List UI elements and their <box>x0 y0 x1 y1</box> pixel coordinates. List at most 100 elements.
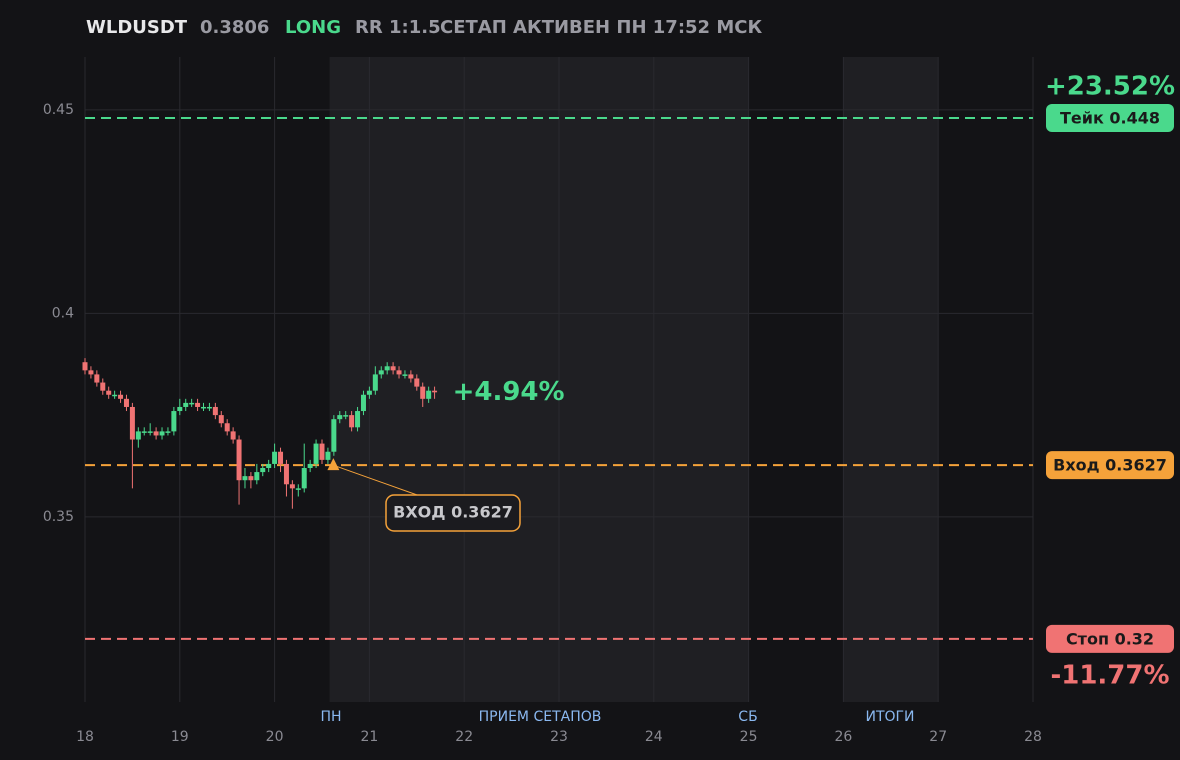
candle-body <box>230 431 236 440</box>
candle-body <box>118 394 124 399</box>
x-tick-label: 26 <box>834 729 852 745</box>
session-label: СБ <box>738 709 757 725</box>
candle-body <box>301 468 307 489</box>
entry-callout <box>385 494 521 532</box>
candle-body <box>242 476 248 481</box>
candle-body <box>295 488 301 490</box>
x-tick-label: 19 <box>171 729 189 745</box>
candle-body <box>432 390 438 393</box>
candle-body <box>420 386 426 399</box>
current-change: +4.94% <box>453 377 565 407</box>
x-tick-label: 27 <box>929 729 947 745</box>
candle-body <box>384 366 390 371</box>
level-label: Стоп 0.32 <box>1066 629 1154 648</box>
candle-body <box>218 415 224 424</box>
x-tick-label: 23 <box>550 729 568 745</box>
candle-body <box>236 439 242 481</box>
candle-body <box>313 443 319 464</box>
x-tick-label: 28 <box>1024 729 1042 745</box>
candle-body <box>94 374 100 383</box>
status: СЕТАП АКТИВЕН ПН 17:52 МСК <box>440 17 762 38</box>
candle-body <box>201 406 206 409</box>
entry-label: ВХОД 0.3627 <box>393 503 513 522</box>
candle-body <box>123 398 129 407</box>
y-tick-label: 0.4 <box>52 305 74 321</box>
candle-body <box>224 423 230 432</box>
level-badge <box>1046 451 1174 480</box>
candle-body <box>129 406 135 440</box>
candle-body <box>153 431 159 436</box>
level-badge <box>1046 104 1174 133</box>
session-label: ПРИЕМ СЕТАПОВ <box>479 709 602 725</box>
shaded-region <box>329 57 749 702</box>
side: LONG <box>285 17 341 38</box>
candle-body <box>408 374 414 379</box>
candle-body <box>195 402 201 407</box>
candle-body <box>278 451 284 464</box>
risk-reward: RR 1:1.5 <box>355 17 441 38</box>
x-tick-label: 18 <box>76 729 94 745</box>
candle-body <box>171 411 177 432</box>
candle-body <box>254 472 260 481</box>
session-label: ПН <box>320 709 341 725</box>
candle-body <box>343 415 349 417</box>
candle-body <box>325 451 331 460</box>
candle-body <box>390 366 396 371</box>
candle-body <box>319 443 325 460</box>
level-badge <box>1046 624 1174 653</box>
candle-body <box>372 374 378 391</box>
candle-body <box>426 390 432 399</box>
session-label: ИТОГИ <box>865 709 914 725</box>
y-tick-label: 0.35 <box>43 509 74 525</box>
candle-body <box>337 415 343 420</box>
x-tick-label: 24 <box>645 729 663 745</box>
candle-body <box>289 484 295 489</box>
x-tick-label: 22 <box>455 729 473 745</box>
candle-body <box>414 378 420 387</box>
candle-body <box>82 362 88 371</box>
x-tick-label: 25 <box>740 729 758 745</box>
candle-body <box>177 406 183 412</box>
shaded-region <box>843 57 939 702</box>
price: 0.3806 <box>200 17 269 38</box>
level-change: -11.77% <box>1050 660 1169 690</box>
candle-body <box>272 451 278 464</box>
candle-body <box>248 476 254 481</box>
x-tick-label: 20 <box>266 729 284 745</box>
candle-body <box>183 402 189 407</box>
level-change: +23.52% <box>1045 72 1175 102</box>
candle-body <box>378 370 384 375</box>
level-label: Тейк 0.448 <box>1060 109 1160 128</box>
candle-body <box>112 394 118 397</box>
candle-body <box>100 382 106 391</box>
candle-body <box>135 431 141 440</box>
candle-body <box>106 390 112 395</box>
candle-body <box>260 468 266 473</box>
entry-connector <box>333 464 421 497</box>
candle-body <box>366 390 372 395</box>
level-label: Вход 0.3627 <box>1053 456 1167 475</box>
candle-body <box>165 431 171 433</box>
candle-body <box>396 370 402 375</box>
entry-marker <box>327 458 340 471</box>
candle-body <box>206 406 212 409</box>
candle-body <box>355 411 361 428</box>
x-tick-label: 21 <box>360 729 378 745</box>
candle-body <box>360 394 366 412</box>
y-tick-label: 0.45 <box>43 102 74 118</box>
symbol: WLDUSDT <box>86 17 188 38</box>
candle-body <box>159 431 165 436</box>
candle-body <box>212 406 218 416</box>
candle-body <box>189 402 195 405</box>
candle-body <box>147 431 153 433</box>
candle-body <box>349 415 355 428</box>
candle-body <box>141 431 147 433</box>
candle-body <box>266 463 272 469</box>
candle-body <box>402 374 408 376</box>
candle-body <box>307 463 313 469</box>
candle-body <box>88 370 94 375</box>
candle-body <box>283 463 289 485</box>
candle-body <box>331 419 337 452</box>
